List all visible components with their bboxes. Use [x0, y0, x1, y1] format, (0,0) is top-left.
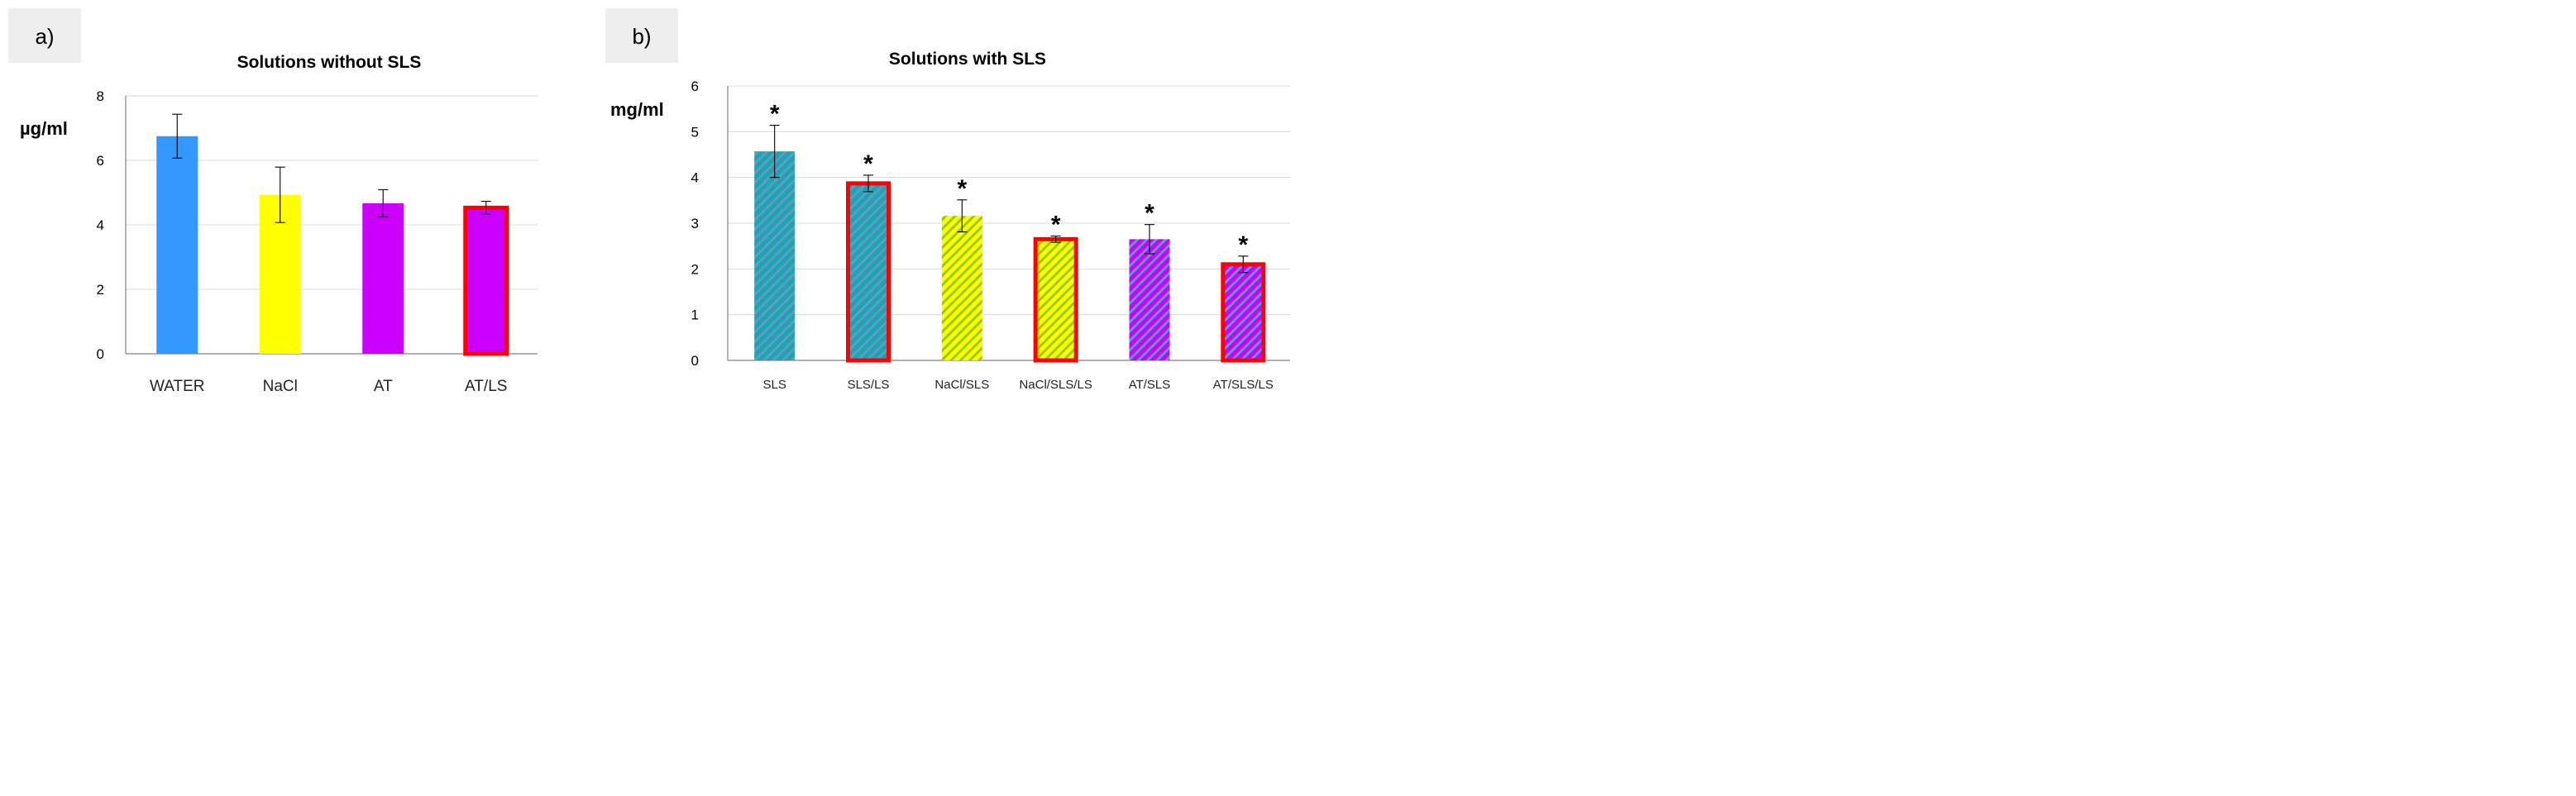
- bar-sls-ls: [846, 181, 891, 363]
- panel-label-box-b: [605, 8, 678, 63]
- significance-marker: *: [863, 150, 873, 178]
- bar-water: [156, 136, 198, 354]
- y-tick-label: 3: [691, 216, 699, 231]
- bar-at-sls-ls: [1221, 262, 1266, 363]
- x-ticks-b: SLS SLS/LS NaCl/SLS NaCl/SLS/LS AT/SLS AT/SLS…: [762, 378, 1273, 392]
- x-tick-label: AT: [374, 378, 393, 395]
- gridlines-b: [727, 85, 1290, 361]
- bar-at-ls: [463, 205, 509, 356]
- y-tick-label: 0: [691, 353, 699, 369]
- x-tick-label: NaCl/SLS: [934, 378, 989, 392]
- bar-nacl-sls: [941, 216, 982, 360]
- bars-b: * * * * * *: [754, 101, 1266, 363]
- x-tick-label: AT/SLS: [1129, 378, 1171, 392]
- y-tick-label: 2: [691, 261, 699, 277]
- significance-marker: *: [770, 101, 780, 128]
- chart-a: a) Solutions without SLS µg/ml 0 2 4 6 8 WAT…: [8, 8, 538, 395]
- bar-at-sls: [1129, 239, 1170, 360]
- y-axis-label-b: mg/ml: [610, 99, 664, 120]
- y-tick-label: 6: [691, 79, 699, 94]
- y-tick-label: 2: [97, 282, 104, 298]
- bars-a: [156, 113, 509, 356]
- bar-at: [362, 203, 404, 354]
- y-tick-label: 4: [691, 170, 699, 186]
- y-tick-label: 0: [97, 346, 104, 362]
- significance-marker: *: [957, 175, 967, 203]
- x-ticks-a: WATER NaCl AT AT/LS: [150, 378, 507, 395]
- x-tick-label: SLS/LS: [848, 378, 890, 392]
- y-tick-label: 8: [97, 88, 104, 104]
- x-tick-label: NaCl: [263, 378, 298, 395]
- panel-label-a: a): [35, 24, 54, 49]
- x-tick-label: SLS: [762, 378, 786, 392]
- y-tick-label: 6: [97, 153, 104, 169]
- x-tick-label: AT/LS: [465, 378, 507, 395]
- x-tick-label: AT/SLS/LS: [1213, 378, 1274, 392]
- y-tick-label: 5: [691, 124, 699, 140]
- bar-nacl-sls-ls: [1033, 236, 1078, 363]
- significance-marker: *: [1051, 211, 1061, 238]
- y-ticks-b: 0 1 2 3 4 5 6: [691, 79, 699, 369]
- bar-sls: [754, 151, 796, 360]
- panel-label-b: b): [632, 24, 651, 49]
- figure: a) Solutions without SLS µg/ml 0 2 4 6 8 WAT…: [8, 8, 1290, 395]
- y-ticks-a: 0 2 4 6 8: [97, 88, 104, 362]
- x-tick-label: WATER: [150, 378, 205, 395]
- y-tick-label: 1: [691, 307, 699, 323]
- significance-marker: *: [1238, 231, 1248, 259]
- panel-label-box-a: [8, 8, 81, 63]
- x-tick-label: NaCl/SLS/LS: [1019, 378, 1092, 392]
- y-tick-label: 4: [97, 217, 104, 233]
- chart-title-a: Solutions without SLS: [237, 53, 422, 72]
- significance-marker: *: [1145, 200, 1154, 227]
- chart-title-b: Solutions with SLS: [889, 50, 1046, 69]
- y-axis-label-a: µg/ml: [20, 118, 68, 139]
